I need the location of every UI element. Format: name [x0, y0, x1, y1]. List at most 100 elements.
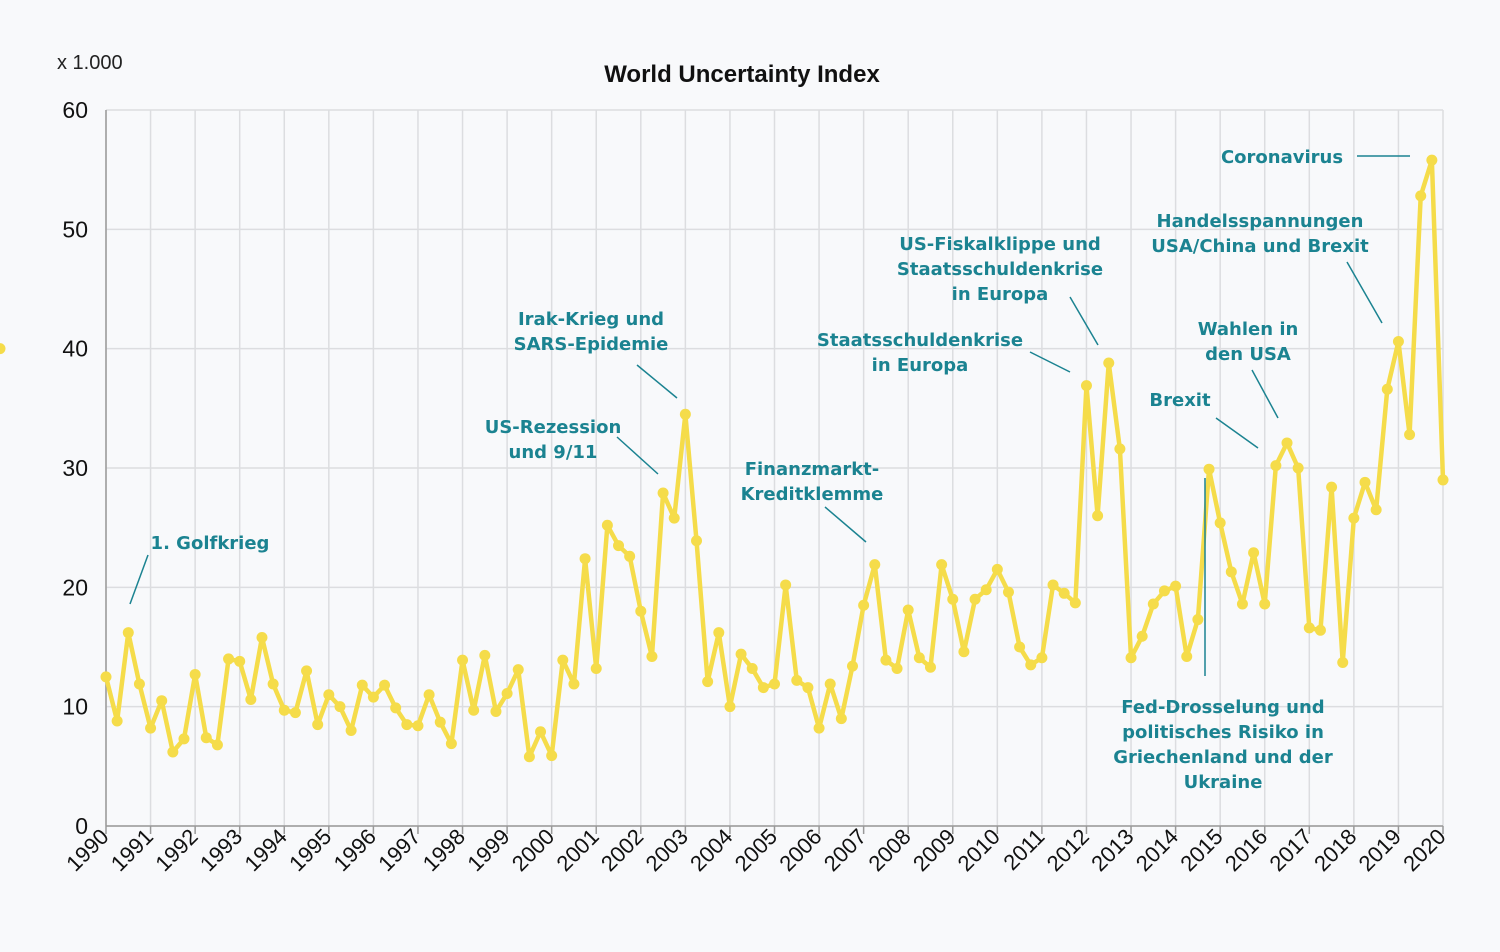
- data-point: [301, 665, 313, 677]
- data-point: [1292, 462, 1304, 474]
- data-point: [813, 722, 825, 734]
- data-point: [1181, 651, 1193, 663]
- annotation: Fed-Drosselung und: [1121, 697, 1324, 718]
- annotation-leader: [1215, 417, 1259, 449]
- data-point: [1248, 547, 1260, 559]
- data-point: [111, 715, 123, 727]
- data-point: [1348, 512, 1360, 524]
- data-point: [835, 713, 847, 725]
- data-point: [1158, 585, 1170, 597]
- y-tick-label: 40: [62, 336, 88, 362]
- annotation-leader: [1251, 369, 1279, 419]
- data-point: [724, 701, 736, 713]
- data-point: [713, 627, 725, 639]
- data-point: [590, 662, 602, 674]
- data-point: [1025, 659, 1037, 671]
- data-point: [1270, 460, 1282, 472]
- data-point: [969, 593, 981, 605]
- data-point: [1192, 614, 1204, 626]
- data-point: [133, 678, 145, 690]
- data-point: [1303, 622, 1315, 634]
- data-point: [1337, 657, 1349, 669]
- data-point: [412, 720, 424, 732]
- annotation: Griechenland und der: [1113, 747, 1333, 768]
- data-point: [1136, 630, 1148, 642]
- data-point: [1404, 429, 1416, 441]
- data-point: [379, 679, 391, 691]
- annotation: und 9/11: [509, 442, 598, 463]
- data-point: [234, 655, 246, 667]
- data-point: [780, 579, 792, 591]
- data-point: [512, 664, 524, 676]
- data-point: [646, 651, 658, 663]
- data-point: [1170, 580, 1182, 592]
- annotation: Wahlen in: [1198, 319, 1299, 340]
- data-point: [423, 689, 435, 701]
- data-point: [746, 662, 758, 674]
- data-point: [858, 599, 870, 611]
- data-point: [902, 604, 914, 616]
- data-point: [891, 662, 903, 674]
- annotation: Handelsspannungen: [1157, 211, 1364, 232]
- y-tick-label: 60: [62, 97, 88, 123]
- annotation: Coronavirus: [1221, 147, 1343, 168]
- data-point: [1114, 443, 1126, 455]
- data-point: [1002, 586, 1014, 598]
- data-point: [445, 738, 457, 750]
- data-point: [869, 559, 881, 571]
- data-point: [679, 408, 691, 420]
- data-point: [323, 689, 335, 701]
- data-point: [0, 343, 6, 355]
- data-point: [479, 649, 491, 661]
- data-point: [958, 646, 970, 658]
- data-point: [1225, 566, 1237, 578]
- annotation-leader: [1069, 296, 1099, 346]
- data-point: [1370, 504, 1382, 516]
- y-tick-label: 50: [62, 216, 88, 242]
- annotation: SARS-Epidemie: [514, 334, 669, 355]
- data-point: [278, 704, 290, 716]
- data-point: [791, 674, 803, 686]
- data-point: [1069, 597, 1081, 609]
- data-point: [490, 705, 502, 717]
- data-point: [390, 702, 402, 714]
- data-point: [535, 726, 547, 738]
- data-point: [145, 722, 157, 734]
- data-point: [523, 751, 535, 763]
- data-point: [1092, 510, 1104, 522]
- data-point: [1058, 587, 1070, 599]
- y-tick-label: 20: [62, 574, 88, 600]
- data-point: [1147, 598, 1159, 610]
- chart-title: World Uncertainty Index: [604, 61, 880, 88]
- data-point: [1326, 481, 1338, 493]
- data-point: [223, 653, 235, 665]
- data-point: [167, 746, 179, 758]
- annotation: Irak-Krieg und: [518, 309, 664, 330]
- data-point: [1415, 190, 1427, 202]
- data-point: [769, 678, 780, 690]
- y-tick-label: 10: [62, 694, 88, 720]
- data-point: [1203, 463, 1215, 475]
- data-point: [211, 739, 223, 751]
- data-point: [312, 719, 324, 731]
- data-point: [913, 652, 925, 664]
- data-point: [457, 654, 469, 666]
- data-point: [1125, 652, 1137, 664]
- data-point: [267, 678, 279, 690]
- data-point: [880, 654, 892, 666]
- data-point: [1036, 652, 1048, 664]
- data-point: [434, 716, 446, 728]
- data-point: [189, 668, 201, 680]
- data-point: [401, 719, 413, 731]
- data-point: [668, 512, 680, 524]
- data-point: [245, 694, 257, 706]
- data-point: [846, 660, 858, 672]
- data-point: [122, 627, 134, 639]
- unit-label: x 1.000: [57, 52, 123, 74]
- data-point: [334, 701, 346, 713]
- data-point: [980, 584, 992, 596]
- data-point: [824, 678, 836, 690]
- data-point: [1103, 357, 1115, 369]
- data-point: [702, 676, 714, 688]
